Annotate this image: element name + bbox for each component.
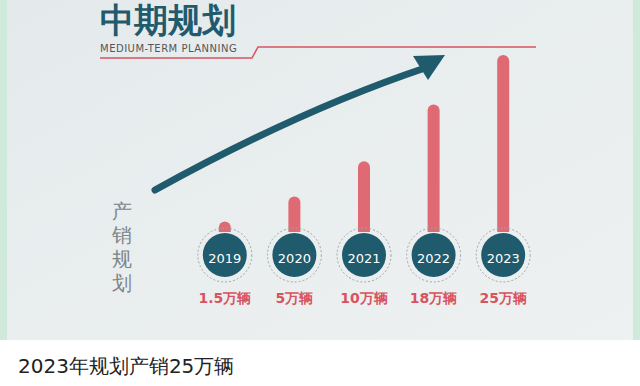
bar [219,221,231,232]
data-label: 5万辆 [276,290,314,306]
data-label: 25万辆 [479,290,526,306]
x-tick: 2019 [208,251,241,266]
x-tick-label: 2021 [347,251,380,266]
badge-ring [407,228,461,282]
badge [342,233,386,277]
subtitle: MEDIUM-TERM PLANNING [100,43,237,54]
bar [497,55,509,232]
badge-ring [337,228,391,282]
title: 中期规划 [100,0,236,40]
trend-arrow [155,68,425,190]
data-label: 18万辆 [410,290,457,306]
x-tick-label: 2020 [278,251,311,266]
bar [288,197,300,232]
x-tick-label: 2023 [487,251,520,266]
data-labels: 1.5万辆 5万辆 10万辆 18万辆 25万辆 [198,290,527,306]
trend-arrow-head [413,55,445,80]
data-label: 10万辆 [340,290,387,306]
y-label: 产销规划 [111,199,132,295]
badge-ring [267,228,321,282]
edge-strip [633,0,640,340]
category-badges [198,228,530,282]
chart: 中期规划 MEDIUM-TERM PLANNING 2019 2020 2021 2022… [0,0,640,386]
bar [428,105,440,232]
edge-strip [0,0,7,340]
x-tick: 2021 [347,251,380,266]
background [0,0,640,340]
x-tick: 2022 [417,251,450,266]
x-tick-label: 2019 [208,251,241,266]
badge [203,233,247,277]
x-tick: 2020 [278,251,311,266]
title-rule [100,47,536,58]
badge-ring [476,228,530,282]
x-axis: 2019 2020 2021 2022 2023 [191,251,539,266]
caption-band [0,340,640,386]
badge [272,233,316,277]
x-tick-label: 2022 [417,251,450,266]
x-tick: 2023 [487,251,520,266]
data-label: 1.5万辆 [198,290,251,306]
badge-ring [198,228,252,282]
bars [219,55,509,232]
badge [481,233,525,277]
badge [412,233,456,277]
bar [358,161,370,232]
caption: 2023年规划产销25万辆 [18,354,234,378]
